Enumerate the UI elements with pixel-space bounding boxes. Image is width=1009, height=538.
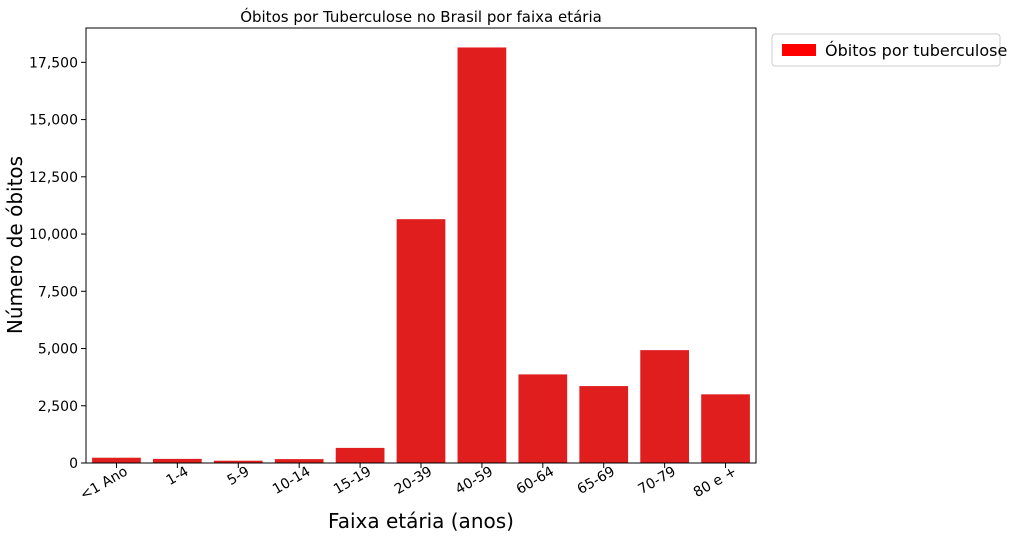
x-axis-title: Faixa etária (anos) [328, 509, 514, 533]
legend-swatch [782, 44, 816, 56]
x-tick-label: 5-9 [225, 464, 253, 489]
y-axis-title: Número de óbitos [3, 156, 27, 334]
x-tick-label: 60-64 [514, 464, 557, 498]
y-tick-label: 15,000 [29, 113, 78, 129]
bar-4 [274, 459, 324, 463]
legend: Óbitos por tuberculose [771, 33, 1007, 67]
y-tick-label: 0 [69, 456, 78, 472]
bar-5 [335, 447, 385, 463]
x-tick-label: 80 e + [691, 464, 740, 501]
x-tick-label: 65-69 [575, 464, 618, 498]
y-tick-label: 10,000 [29, 227, 78, 243]
x-tick-label: 1-4 [164, 464, 192, 489]
bar-7 [457, 47, 507, 464]
bar-10 [640, 350, 689, 463]
bars-layer [92, 47, 750, 464]
legend-box [771, 33, 1001, 67]
x-tick-label: 40-59 [453, 464, 496, 498]
bar-8 [518, 374, 568, 463]
y-tick-label: 17,500 [29, 55, 78, 71]
y-tick-label: 12,500 [29, 170, 78, 186]
bar-2 [153, 458, 202, 463]
bar-1 [92, 457, 141, 463]
bar-11 [701, 394, 750, 463]
x-tick-label: 10-14 [270, 464, 313, 498]
plot-frame [85, 27, 757, 464]
y-tick-label: 5,000 [38, 342, 78, 358]
y-axis-ticks: 0 2,500 5,000 7,500 10,000 12,500 15,000 17,500 [29, 55, 86, 472]
y-tick-label: 2,500 [38, 399, 78, 415]
chart-title: Óbitos por Tuberculose no Brasil por fai… [240, 7, 602, 26]
bar-6 [396, 219, 446, 463]
bar-3 [213, 460, 263, 463]
y-tick-label: 7,500 [38, 284, 78, 300]
x-axis-ticks: <1 Ano 1-4 5-9 10-14 15-19 20-39 40-59 60-64 65-… [77, 463, 740, 504]
bar-9 [579, 386, 629, 463]
x-tick-label: <1 Ano [77, 464, 130, 504]
legend-label: Óbitos por tuberculose [825, 41, 1007, 60]
x-tick-label: 15-19 [331, 464, 374, 498]
x-tick-label: 20-39 [392, 464, 435, 498]
x-tick-label: 70-79 [636, 464, 679, 498]
